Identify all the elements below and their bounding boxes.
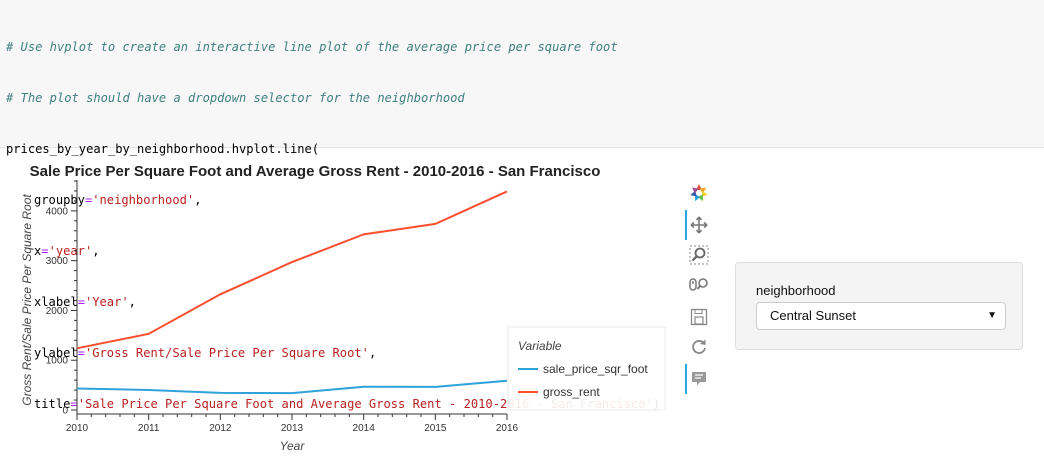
code-arg-end: , xyxy=(194,193,202,207)
bokeh-logo-icon xyxy=(690,184,708,202)
code-arg-line: groupby='neighborhood', xyxy=(34,193,202,207)
reset-icon xyxy=(692,339,706,354)
chart-area[interactable]: Sale Price Per Square Foot and Average G… xyxy=(0,150,680,468)
code-arg-value: 'year' xyxy=(48,244,93,258)
tool-reset[interactable] xyxy=(688,336,710,358)
x-axis-label: Year xyxy=(280,439,306,453)
code-arg-name: groupby xyxy=(34,193,85,207)
tool-bokeh-logo[interactable] xyxy=(688,182,710,204)
tool-save[interactable] xyxy=(688,306,710,328)
x-tick-label: 2012 xyxy=(209,423,232,434)
x-tick-label: 2016 xyxy=(496,423,519,434)
neighborhood-selected-value: Central Sunset xyxy=(770,308,856,323)
line-chart[interactable]: Sale Price Per Square Foot and Average G… xyxy=(0,150,680,468)
code-arg-end: , xyxy=(128,295,136,309)
pan-icon xyxy=(690,216,708,234)
y-tick-label: 4000 xyxy=(46,206,69,217)
widget-panel: neighborhood Central Sunset ▼ xyxy=(735,262,1023,350)
x-tick-label: 2015 xyxy=(424,423,447,434)
x-tick-label: 2013 xyxy=(281,423,304,434)
code-call: prices_by_year_by_neighborhood.hvplot.li… xyxy=(6,142,320,156)
plot-toolbar xyxy=(684,182,714,402)
legend-title: Variable xyxy=(518,339,562,353)
x-tick-label: 2014 xyxy=(353,423,376,434)
code-comment-line: # Use hvplot to create an interactive li… xyxy=(6,39,1044,56)
chart-title: Sale Price Per Square Foot and Average G… xyxy=(30,163,601,180)
code-arg-name: title xyxy=(34,397,71,411)
y-axis-label: Gross Rent/Sale Price Per Square Root xyxy=(20,194,34,406)
code-comment: # The plot should have a dropdown select… xyxy=(6,91,465,105)
code-comment: # Use hvplot to create an interactive li… xyxy=(6,40,618,54)
code-arg-name: xlabel xyxy=(34,295,78,309)
hover-icon xyxy=(692,372,706,386)
legend-label: gross_rent xyxy=(543,385,600,399)
tool-wheel-zoom[interactable] xyxy=(688,274,710,296)
save-icon xyxy=(690,308,708,326)
code-arg-end: , xyxy=(92,244,100,258)
code-arg-end: , xyxy=(368,346,377,360)
code-arg-value: 'neighborhood' xyxy=(92,193,195,207)
code-arg-value: 'Year' xyxy=(84,295,129,309)
y-tick-label: 1000 xyxy=(46,356,69,367)
tool-pan[interactable] xyxy=(685,210,710,240)
code-cell[interactable]: # Use hvplot to create an interactive li… xyxy=(0,0,1044,411)
code-arg-line: xlabel='Year', xyxy=(34,295,136,309)
y-tick-label: 3000 xyxy=(46,256,69,267)
neighborhood-select[interactable]: Central Sunset ▼ xyxy=(756,302,1006,330)
tool-hover[interactable] xyxy=(685,364,710,394)
neighborhood-label: neighborhood xyxy=(756,283,836,298)
y-tick-label: 2000 xyxy=(46,306,69,317)
x-tick-label: 2011 xyxy=(138,423,160,434)
code-arg-line: ylabel='Gross Rent/Sale Price Per Square… xyxy=(34,346,377,360)
wheel-zoom-icon xyxy=(689,278,708,291)
y-tick-label: 0 xyxy=(62,406,68,417)
code-arg-name: ylabel xyxy=(34,346,78,360)
code-arg-value: 'Gross Rent/Sale Price Per Square Root' xyxy=(84,346,369,360)
tool-box-zoom[interactable] xyxy=(688,244,710,266)
series-line-gross_rent xyxy=(76,190,508,350)
code-arg-line: x='year', xyxy=(34,244,100,258)
chevron-down-icon: ▼ xyxy=(987,310,997,321)
x-tick-label: 2010 xyxy=(66,423,89,434)
legend-label: sale_price_sqr_foot xyxy=(543,362,648,376)
code-arg-name: x xyxy=(34,244,42,258)
box-zoom-icon xyxy=(689,245,709,265)
code-call-line: prices_by_year_by_neighborhood.hvplot.li… xyxy=(6,141,1044,158)
code-comment-line: # The plot should have a dropdown select… xyxy=(6,90,1044,107)
series-line-sale_price_sqr_foot xyxy=(76,379,508,395)
